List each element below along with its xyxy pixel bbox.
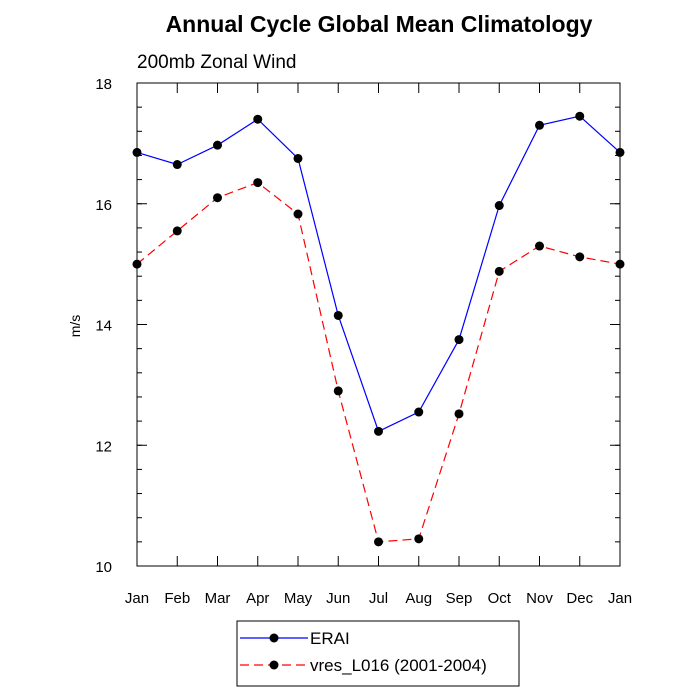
x-tick-label: Jan — [125, 590, 149, 607]
data-point — [172, 226, 182, 236]
x-tick-label: Mar — [205, 590, 231, 607]
data-point — [454, 335, 464, 345]
series-line — [136, 115, 621, 433]
series-line — [136, 181, 621, 543]
y-tick-label: 14 — [95, 318, 112, 335]
plot-frame — [136, 82, 621, 567]
y-axis-label: m/s — [67, 315, 83, 338]
data-point — [374, 537, 383, 547]
x-tick-label: Dec — [566, 590, 593, 607]
x-tick-label: Oct — [488, 590, 512, 607]
data-point — [333, 310, 343, 320]
data-point — [454, 409, 464, 419]
x-tick-label: Sep — [446, 590, 473, 607]
data-point — [535, 120, 544, 130]
data-point — [172, 160, 182, 170]
y-tick-label: 16 — [95, 197, 112, 214]
x-tick-label: Aug — [405, 590, 432, 607]
data-point — [333, 386, 343, 396]
data-point — [414, 534, 424, 544]
legend-marker — [269, 633, 279, 643]
x-tick-label: Nov — [526, 590, 553, 607]
legend-label: ERAI — [310, 629, 350, 648]
data-point — [213, 140, 222, 150]
legend-box — [236, 620, 520, 687]
legend-label: vres_L016 (2001-2004) — [310, 656, 487, 675]
data-point — [293, 153, 303, 163]
data-point — [535, 241, 544, 251]
data-point — [374, 426, 383, 436]
y-tick-label: 18 — [95, 76, 112, 93]
data-point — [253, 178, 263, 188]
data-point — [494, 201, 504, 211]
axis-ticks: Jan Feb Mar Apr May Jun Jul Aug Sep Oct Nov Dec Jan 1… — [95, 76, 632, 607]
x-tick-label: Feb — [164, 590, 190, 607]
y-tick-label: 12 — [95, 438, 112, 455]
data-point — [494, 266, 504, 276]
chart-title: Annual Cycle Global Mean Climatology — [166, 11, 593, 37]
plot-area — [132, 111, 625, 547]
x-tick-label: May — [284, 590, 313, 607]
x-tick-label: Jun — [326, 590, 350, 607]
data-point — [293, 209, 303, 219]
y-tick-label: 10 — [95, 559, 112, 576]
data-point — [253, 114, 263, 124]
legend-marker — [269, 660, 279, 670]
data-point — [575, 111, 585, 121]
chart-subtitle: 200mb Zonal Wind — [137, 52, 296, 73]
x-tick-label: Jan — [608, 590, 632, 607]
data-point — [213, 193, 222, 203]
x-tick-label: Apr — [246, 590, 269, 607]
legend: ERAI vres_L016 (2001-2004) — [236, 620, 520, 687]
data-point — [575, 252, 585, 262]
x-tick-label: Jul — [369, 590, 388, 607]
data-point — [414, 407, 424, 417]
